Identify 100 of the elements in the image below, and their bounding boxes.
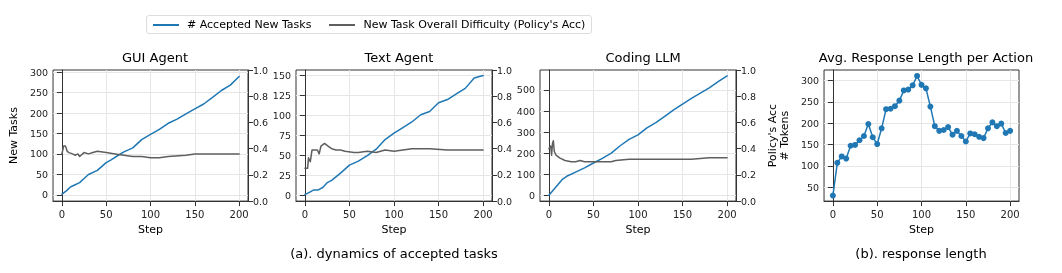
y-tick-label: 50 xyxy=(278,150,291,162)
y2-tick-label: 0.2 xyxy=(253,169,269,181)
x-tick-label: 200 xyxy=(717,208,737,220)
y2-tick-label: 0.8 xyxy=(740,90,757,102)
x-axis-title: Step xyxy=(625,223,651,236)
y2-axis-title: Policy's Acc xyxy=(766,103,779,168)
chart-title: GUI Agent xyxy=(121,50,189,65)
chart-title: Avg. Response Length per Action xyxy=(818,50,1034,65)
point xyxy=(931,123,938,130)
x-axis-title: Step xyxy=(381,223,407,236)
x-tick-label: 150 xyxy=(429,208,449,220)
y2-tick-label: 1.0 xyxy=(740,64,757,76)
point xyxy=(918,81,925,88)
y-tick-label: 500 xyxy=(516,84,535,96)
y2-tick-label: 0.2 xyxy=(497,169,513,181)
line-series xyxy=(548,75,728,196)
point xyxy=(878,125,885,132)
point xyxy=(909,82,916,89)
x-tick-label: 200 xyxy=(229,208,249,220)
y-tick-label: 150 xyxy=(800,138,820,150)
point xyxy=(1007,127,1014,134)
y2-tick-label: 0.6 xyxy=(253,116,269,128)
y-tick-label: 200 xyxy=(800,117,820,129)
y-tick-label: 50 xyxy=(806,181,820,193)
y-tick-label: 50 xyxy=(35,168,49,180)
x-tick-label: 100 xyxy=(628,208,648,220)
x-tick-label: 0 xyxy=(829,208,837,220)
y-tick-label: 100 xyxy=(800,160,820,172)
y-tick-label: 100 xyxy=(272,110,291,122)
point xyxy=(860,132,867,139)
y-tick-label: 200 xyxy=(516,147,535,159)
y2-tick-label: 0.4 xyxy=(497,143,513,155)
y-tick-label: 100 xyxy=(516,168,535,180)
point xyxy=(980,135,987,142)
y2-tick-label: 0.0 xyxy=(740,195,757,207)
chart-title: Text Agent xyxy=(363,50,434,65)
x-tick-label: 0 xyxy=(301,208,309,220)
y-tick-label: 25 xyxy=(278,170,291,182)
y2-tick-label: 1.0 xyxy=(497,64,513,76)
y2-tick-label: 0.2 xyxy=(740,169,757,181)
point xyxy=(962,138,969,145)
y-tick-label: 300 xyxy=(516,126,535,138)
x-axis-title: Step xyxy=(137,223,164,236)
y-tick-label: 250 xyxy=(29,87,49,99)
text: (a). dynamics of accepted tasks xyxy=(290,246,498,261)
point xyxy=(834,159,841,166)
x-tick-label: 100 xyxy=(384,208,404,220)
point xyxy=(905,86,912,93)
y2-tick-label: 0.8 xyxy=(253,90,269,102)
point xyxy=(829,192,836,199)
line-series xyxy=(304,142,484,170)
y-tick-label: 100 xyxy=(29,148,49,160)
y2-tick-label: 0.0 xyxy=(497,195,513,207)
y2-tick-label: 0.6 xyxy=(497,116,513,128)
x-tick-label: 150 xyxy=(956,208,976,220)
point xyxy=(998,120,1005,127)
y-tick-label: 150 xyxy=(29,128,49,139)
y-tick-label: 400 xyxy=(516,105,535,117)
y-axis-title: New Tasks xyxy=(7,106,20,165)
x-tick-label: 150 xyxy=(672,208,693,220)
point xyxy=(896,97,903,104)
y2-tick-label: 0.6 xyxy=(740,116,757,128)
point xyxy=(936,127,943,134)
x-tick-label: 50 xyxy=(587,208,600,220)
line-series xyxy=(61,75,240,195)
y2-tick-label: 0.8 xyxy=(497,90,513,102)
x-tick-label: 0 xyxy=(545,208,553,220)
point xyxy=(843,155,850,162)
point xyxy=(922,85,929,92)
y-tick-label: 75 xyxy=(278,130,291,142)
x-tick-label: 50 xyxy=(870,208,884,220)
text: (b). response length xyxy=(855,246,987,261)
y-tick-label: 0 xyxy=(528,189,535,201)
point xyxy=(940,127,947,134)
y-tick-label: 300 xyxy=(29,66,49,78)
legend-label: New Task Overall Difficulty (Policy's Acc) xyxy=(363,18,586,31)
point xyxy=(993,123,1000,130)
y2-tick-label: 1.0 xyxy=(253,64,269,76)
point xyxy=(891,103,898,110)
point xyxy=(989,119,996,126)
point xyxy=(852,141,859,148)
x-tick-label: 100 xyxy=(140,208,161,220)
point xyxy=(869,134,876,141)
point xyxy=(976,133,983,140)
y-tick-label: 200 xyxy=(29,107,49,119)
legend-label: # Accepted New Tasks xyxy=(187,18,312,31)
y-tick-label: 150 xyxy=(272,70,291,82)
point xyxy=(856,137,863,144)
x-tick-label: 50 xyxy=(99,208,113,220)
point xyxy=(1002,130,1009,136)
y-tick-label: 125 xyxy=(272,90,291,102)
chart-title: Coding LLM xyxy=(605,50,681,65)
y-tick-label: 0 xyxy=(41,189,49,201)
y2-tick-label: 0.4 xyxy=(740,143,757,155)
point xyxy=(945,124,952,131)
y-tick-label: 0 xyxy=(284,190,291,201)
x-axis-title: Step xyxy=(908,223,935,236)
line-series xyxy=(304,74,484,196)
y2-tick-label: 0.4 xyxy=(253,143,269,155)
x-tick-label: 200 xyxy=(473,208,493,220)
